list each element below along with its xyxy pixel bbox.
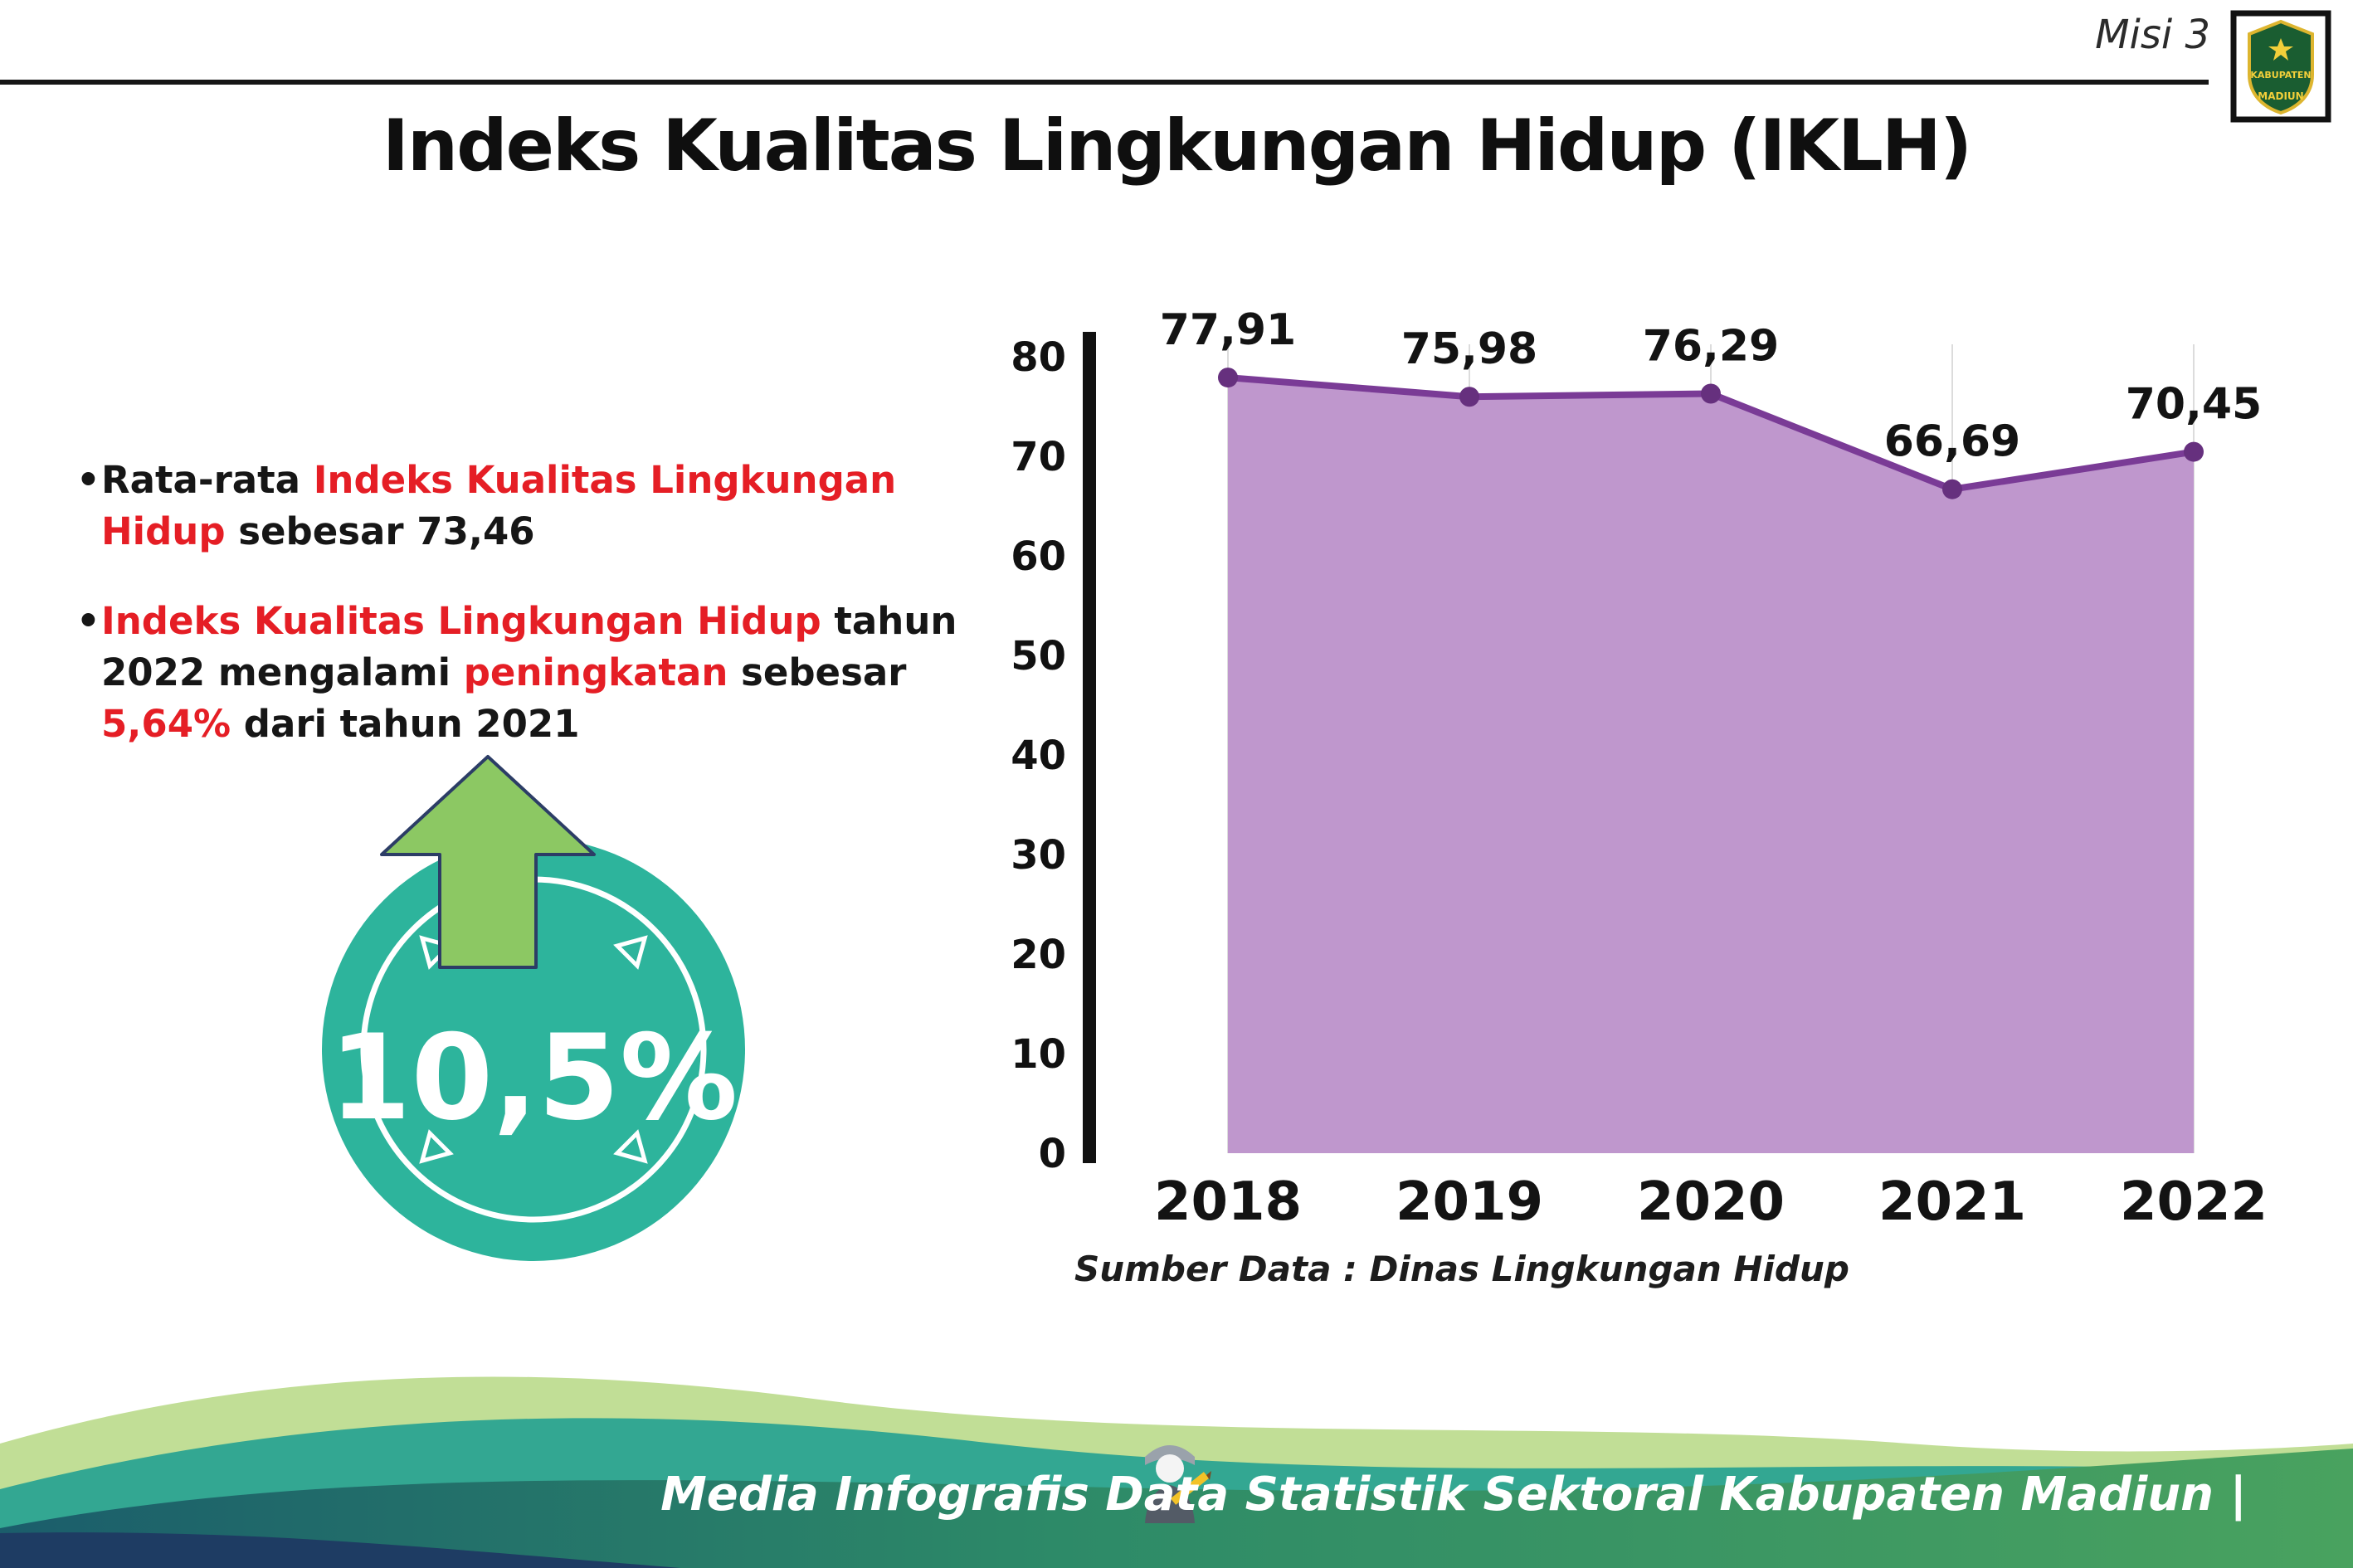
y-tick-label: 50 [1011, 633, 1066, 679]
y-tick-label: 80 [1011, 334, 1066, 381]
bullet-segment: sebesar 73,46 [225, 509, 535, 554]
x-tick-label: 2022 [2120, 1171, 2268, 1232]
misi-label: Misi 3 [2095, 12, 2210, 58]
data-point [2184, 441, 2204, 462]
mascot-pencil-tip [1206, 1471, 1211, 1480]
value-label: 70,45 [2126, 380, 2262, 430]
bullet-segment: 5,64% [101, 702, 231, 747]
data-point [1218, 368, 1238, 388]
x-tick-label: 2018 [1154, 1171, 1302, 1232]
iklh-area-chart: 0 10 20 30 40 50 60 70 80 77,91 75,98 76,29 66,69 70,… [1011, 305, 2268, 1232]
footer-credit: Media Infografis Data Statistik Sektoral… [660, 1468, 2247, 1522]
tick-triangle [613, 1129, 648, 1164]
x-tick-label: 2019 [1396, 1171, 1543, 1232]
area-fill [1228, 377, 2194, 1153]
y-tick-label: 10 [1011, 1031, 1066, 1078]
bullet-segment: Indeks Kualitas Lingkungan Hidup [101, 599, 821, 644]
y-tick-label: 20 [1011, 932, 1066, 978]
logo-shield [2248, 19, 2314, 115]
page-title: Indeks Kualitas Lingkungan Hidup (IKLH) [382, 105, 1972, 187]
data-point [1942, 479, 1962, 499]
value-label: 76,29 [1643, 322, 1779, 372]
growth-circle [322, 838, 745, 1261]
tick-triangle [419, 1129, 454, 1164]
data-source-caption: Sumber Data : Dinas Lingkungan Hidup [1074, 1249, 1849, 1289]
value-label: 75,98 [1401, 324, 1537, 374]
data-point [1459, 387, 1479, 407]
mascot-writer-icon [1145, 1445, 1211, 1523]
header-divider-line [0, 80, 2209, 85]
kabupaten-madiun-logo: KABUPATEN MADIUN [2230, 10, 2331, 123]
growth-badge: 10,5% [322, 755, 745, 1261]
value-label: 66,69 [1884, 417, 2020, 467]
bullet-segment: dari tahun 2021 [231, 702, 580, 747]
y-tick-label: 0 [1039, 1131, 1066, 1177]
bullet-segment: Rata-rata [101, 458, 314, 502]
wave-navy [0, 1532, 680, 1568]
logo-text-line1: KABUPATEN [2250, 70, 2311, 80]
bullet-segment: tahun 2022 mengalami [101, 599, 957, 695]
notes-list: Rata-rata Indeks Kualitas Lingkungan Hid… [76, 455, 1014, 788]
y-tick-label: 70 [1011, 434, 1066, 480]
y-tick-label: 30 [1011, 832, 1066, 879]
y-tick-label: 40 [1011, 733, 1066, 779]
x-tick-label: 2020 [1637, 1171, 1785, 1232]
bullet-segment: Indeks Kualitas Lingkungan Hidup [101, 458, 897, 554]
mascot-pencil [1170, 1472, 1210, 1505]
tick-triangle [613, 935, 648, 970]
value-label: 77,91 [1160, 305, 1296, 355]
logo-text-line2: MADIUN [2258, 90, 2303, 102]
bullet-segment: sebesar [728, 650, 907, 695]
mascot-head [1156, 1454, 1184, 1483]
y-axis [1083, 332, 1096, 1163]
growth-value: 10,5% [329, 1010, 738, 1147]
logo-star-icon [2268, 38, 2293, 61]
y-tick-label: 60 [1011, 533, 1066, 580]
up-arrow-icon [380, 755, 596, 969]
bullet-item: Rata-rata Indeks Kualitas Lingkungan Hid… [76, 455, 1014, 558]
bullet-segment: peningkatan [463, 650, 728, 695]
x-tick-label: 2021 [1878, 1171, 2026, 1232]
data-point [1701, 383, 1721, 404]
bullet-item: Indeks Kualitas Lingkungan Hidup tahun 2… [76, 596, 1014, 750]
